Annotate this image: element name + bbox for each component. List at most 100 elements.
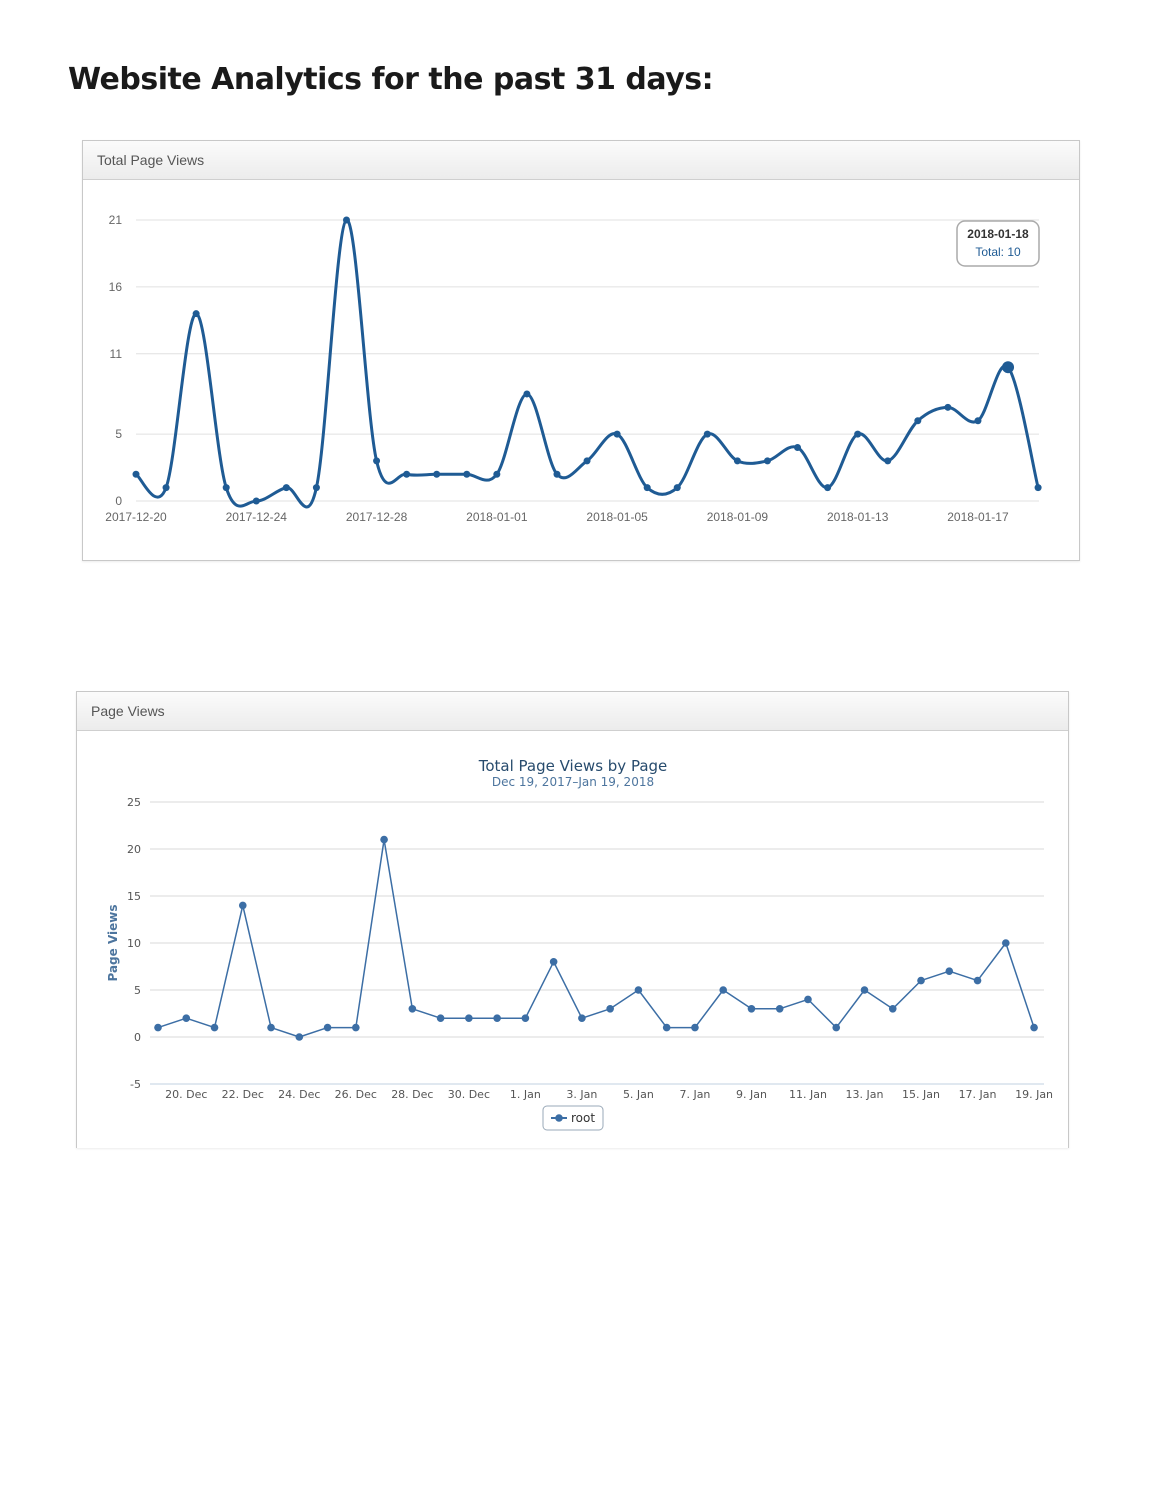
x-tick-label: 2017-12-24 <box>226 510 288 524</box>
data-point <box>132 470 140 478</box>
x-tick-label: 13. Jan <box>846 1088 884 1101</box>
legend-box <box>542 1105 604 1131</box>
data-point <box>493 470 501 478</box>
series-line <box>134 218 1040 509</box>
data-point <box>662 1023 671 1032</box>
data-point <box>733 457 741 465</box>
x-tick-label: 7. Jan <box>679 1088 710 1101</box>
y-tick-label: 20 <box>127 843 141 856</box>
legend: root <box>542 1105 604 1131</box>
y-tick-label: 0 <box>115 494 122 508</box>
data-point <box>162 484 170 492</box>
x-tick-label: 5. Jan <box>623 1088 654 1101</box>
panel-heading: Page Views <box>91 703 165 719</box>
x-tick-label: 20. Dec <box>165 1088 207 1101</box>
data-point <box>1030 1023 1038 1032</box>
data-point <box>719 986 727 994</box>
data-point <box>974 417 982 425</box>
series-line <box>157 838 1035 1038</box>
y-tick-label: 5 <box>134 984 141 997</box>
data-point <box>312 484 320 492</box>
data-point <box>403 470 411 478</box>
data-point <box>703 430 711 438</box>
y-tick-label: -5 <box>130 1078 141 1091</box>
tooltip-date: 2018-01-18 <box>967 227 1029 241</box>
data-point <box>295 1033 304 1041</box>
data-point <box>914 417 922 425</box>
data-point <box>252 497 260 505</box>
data-point <box>888 1005 897 1013</box>
y-tick-label: 5 <box>115 427 122 441</box>
data-point <box>373 457 381 465</box>
data-point <box>945 967 954 975</box>
legend-label: root <box>571 1111 595 1125</box>
data-point <box>154 1023 162 1032</box>
x-tick-label: 2018-01-13 <box>827 510 889 524</box>
x-tick-label: 17. Jan <box>959 1088 997 1101</box>
page-views-panel: Page Views Total Page Views by Page Dec 1… <box>76 691 1069 1148</box>
data-point <box>606 1005 614 1013</box>
data-point <box>433 470 441 478</box>
y-tick-label: 0 <box>134 1031 141 1044</box>
x-tick-label: 28. Dec <box>391 1088 433 1101</box>
data-point <box>832 1023 841 1032</box>
x-tick-label: 26. Dec <box>335 1088 377 1101</box>
y-tick-label: 16 <box>109 280 123 294</box>
total-page-views-panel: Total Page Views 0 5 11 16 21 2017-12-20 2017-… <box>82 140 1080 561</box>
data-point <box>944 403 952 411</box>
panel-header: Total Page Views <box>83 141 1079 180</box>
data-point <box>634 986 643 994</box>
x-tick-label: 2018-01-17 <box>947 510 1009 524</box>
data-point <box>523 390 531 398</box>
x-tick-label: 2017-12-20 <box>105 510 167 524</box>
data-point <box>323 1023 332 1032</box>
data-point <box>1002 939 1010 947</box>
x-tick-label: 2018-01-01 <box>466 510 528 524</box>
y-tick-label: 11 <box>110 347 123 361</box>
y-axis-label: Page Views <box>106 904 120 981</box>
x-tick-label: 2018-01-05 <box>586 510 648 524</box>
panel-header: Page Views <box>77 692 1068 731</box>
data-point <box>436 1014 445 1022</box>
data-point <box>352 1023 360 1032</box>
data-point <box>643 484 651 492</box>
data-point <box>192 310 200 318</box>
data-point <box>578 1014 586 1022</box>
data-point <box>613 430 621 438</box>
x-tick-label: 1. Jan <box>510 1088 541 1101</box>
data-point <box>583 457 591 465</box>
data-point <box>553 470 561 478</box>
x-tick-label: 9. Jan <box>736 1088 767 1101</box>
y-tick-label: 15 <box>127 890 141 903</box>
legend-marker <box>555 1114 563 1122</box>
data-point <box>238 901 247 910</box>
chart-subtitle: Dec 19, 2017–Jan 19, 2018 <box>492 775 654 789</box>
data-point <box>549 958 558 966</box>
tooltip-value: Total: 10 <box>975 245 1021 259</box>
x-tick-label: 15. Jan <box>902 1088 940 1101</box>
x-tick-label: 24. Dec <box>278 1088 320 1101</box>
data-point <box>763 457 771 465</box>
data-point <box>973 976 982 985</box>
data-point <box>804 995 812 1004</box>
panel-heading: Total Page Views <box>97 152 205 168</box>
data-point <box>408 1005 417 1013</box>
data-point <box>854 430 862 438</box>
data-point <box>463 470 471 478</box>
x-tick-label: 30. Dec <box>448 1088 490 1101</box>
x-tick-label: 2017-12-28 <box>346 510 408 524</box>
data-point <box>521 1014 530 1022</box>
x-tick-label: 19. Jan <box>1015 1088 1053 1101</box>
data-point <box>794 443 802 451</box>
data-point <box>824 484 832 492</box>
data-point <box>691 1023 699 1032</box>
x-tick-label: 11. Jan <box>789 1088 827 1101</box>
x-tick-label: 3. Jan <box>566 1088 597 1101</box>
tooltip-box <box>956 220 1040 267</box>
data-point <box>342 216 350 224</box>
data-point <box>775 1005 784 1013</box>
gridlines <box>136 219 1039 502</box>
tooltip: 2018-01-18 Total: 10 <box>956 220 1040 267</box>
page-title: Website Analytics for the past 31 days: <box>68 62 714 97</box>
